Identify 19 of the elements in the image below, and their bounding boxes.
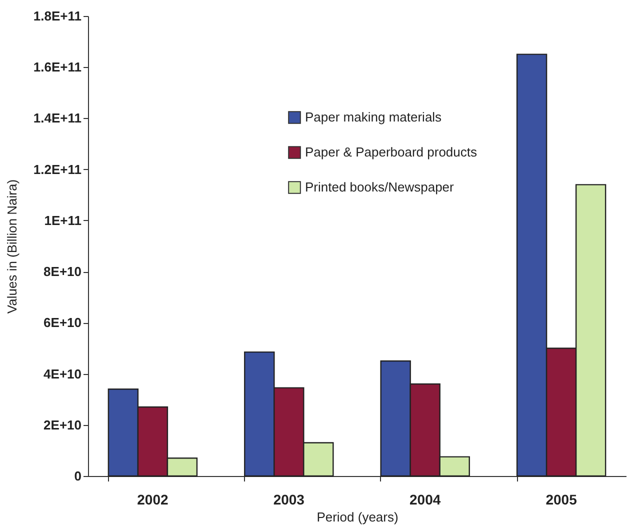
y-tick-label: 2E+10	[44, 417, 82, 432]
x-tick-label: 2004	[410, 492, 441, 508]
x-tick-label: 2002	[137, 492, 168, 508]
y-tick-label: 6E+10	[44, 315, 82, 330]
y-tick-label: 4E+10	[44, 366, 82, 382]
x-axis-title: Period (years)	[316, 510, 398, 524]
y-tick-label: 1.2E+11	[33, 162, 82, 177]
legend-label: Printed books/Newspaper	[305, 180, 455, 194]
legend-label: Paper & Paperboard products	[305, 144, 478, 160]
y-tick-label: 0	[74, 468, 82, 484]
legend-label: Paper making materials	[305, 110, 442, 124]
x-tick-label: 2005	[546, 492, 578, 508]
y-tick-label: 8E+10	[44, 264, 82, 280]
y-tick-label: 1E+11	[44, 212, 82, 228]
y-tick-label: 1.6E+11	[33, 60, 82, 75]
x-tick-label: 2003	[273, 492, 305, 508]
y-tick-label: 1.4E+11	[33, 110, 82, 126]
y-tick-label: 1.8E+11	[33, 8, 82, 24]
y-axis-title: Values in (Billion Naira)	[4, 179, 20, 314]
